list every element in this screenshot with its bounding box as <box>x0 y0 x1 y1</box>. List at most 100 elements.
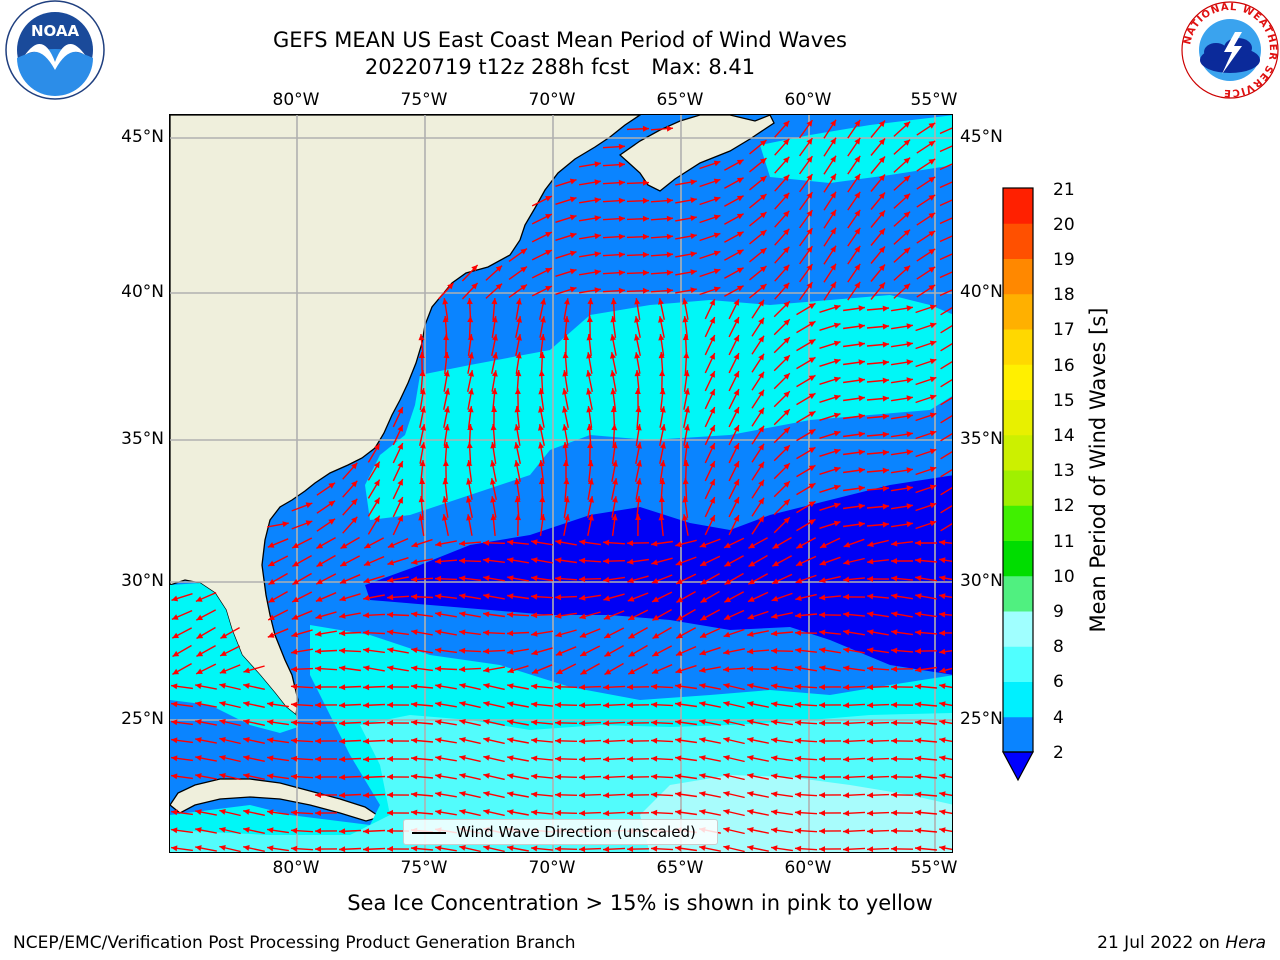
wave-direction-arrowhead <box>195 845 202 851</box>
wave-direction-arrowhead <box>659 370 666 377</box>
wave-direction-arrowhead <box>483 539 490 546</box>
wave-direction-arrowhead <box>854 263 861 271</box>
wave-direction-arrowhead <box>854 227 861 235</box>
wave-direction-arrowhead <box>709 425 715 432</box>
wave-direction-arrowhead <box>579 613 586 620</box>
wave-direction-arrowhead <box>483 593 490 600</box>
wave-direction-arrowhead <box>651 809 658 816</box>
wave-direction-arrowhead <box>267 809 274 816</box>
wave-direction-arrowhead <box>586 370 592 377</box>
wave-direction-arrowhead <box>243 845 250 851</box>
wave-direction-arrowhead <box>483 773 490 779</box>
wave-direction-arrowhead <box>459 683 466 689</box>
wave-direction-arrowhead <box>195 773 202 779</box>
wave-direction-arrowhead <box>795 577 803 584</box>
wave-direction-arrowhead <box>699 649 707 656</box>
wave-direction-arrowhead <box>562 406 568 413</box>
wave-direction-arrowhead <box>618 287 625 294</box>
wave-direction-arrowhead <box>808 393 816 400</box>
wave-direction-arrowhead <box>682 496 689 503</box>
wave-direction-arrowhead <box>760 248 767 255</box>
wave-direction-arrowhead <box>747 845 754 851</box>
wave-direction-arrowhead <box>538 370 545 377</box>
wave-direction-arrowhead <box>586 352 593 359</box>
wave-direction-arrowhead <box>471 265 478 272</box>
wave-direction-arrowhead <box>833 520 841 527</box>
wave-direction-arrowhead <box>540 316 546 323</box>
wave-direction-arrowhead <box>634 334 640 341</box>
wave-direction-arrowhead <box>397 443 403 450</box>
wave-direction-arrowhead <box>713 178 721 185</box>
wave-direction-arrowhead <box>387 755 393 762</box>
wave-direction-arrowhead <box>539 334 546 341</box>
lon-label-bottom: 70°W <box>528 858 576 878</box>
wave-direction-arrowhead <box>435 558 442 565</box>
wave-direction-arrowhead <box>363 560 371 566</box>
wave-direction-arrowhead <box>915 809 922 816</box>
wave-direction-arrowhead <box>315 702 321 708</box>
wave-direction-arrowhead <box>819 647 826 654</box>
wave-direction-arrowhead <box>586 424 593 431</box>
wave-direction-arrowhead <box>699 845 706 851</box>
lat-label-right: 35°N <box>960 429 1003 449</box>
wave-direction-arrowhead <box>928 266 936 273</box>
wave-direction-arrowhead <box>858 323 865 330</box>
wave-direction-arrowhead <box>830 191 836 199</box>
wave-direction-arrowhead <box>796 560 803 566</box>
wave-direction-arrowhead <box>419 478 426 484</box>
wave-direction-arrowhead <box>516 334 522 341</box>
wave-direction-arrowhead <box>747 631 754 637</box>
colorbar-tick: 6 <box>1053 672 1064 692</box>
wave-direction-arrowhead <box>459 557 466 564</box>
wave-direction-arrowhead <box>690 251 697 258</box>
wave-direction-arrowhead <box>515 298 522 305</box>
wave-period-map <box>170 115 952 852</box>
wave-direction-arrowhead <box>418 496 425 503</box>
lon-label-bottom: 80°W <box>272 858 320 878</box>
wave-direction-arrowhead <box>666 287 673 294</box>
wave-direction-arrowhead <box>733 371 739 378</box>
wave-direction-arrowhead <box>387 594 394 601</box>
wave-direction-arrowhead <box>658 352 665 359</box>
wave-direction-arrowhead <box>684 406 690 413</box>
chart-subtitle: 20220719 t12z 288h fcst Max: 8.41 <box>190 54 930 80</box>
wave-direction-arrowhead <box>760 266 767 273</box>
wave-direction-arrowhead <box>915 611 922 618</box>
wave-direction-arrowhead <box>660 424 666 431</box>
wave-direction-arrowhead <box>709 461 715 468</box>
wave-direction-arrowhead <box>363 577 371 584</box>
wave-direction-arrowhead <box>268 578 276 585</box>
colorbar-tick: 12 <box>1053 496 1075 516</box>
wave-direction-arrow <box>940 450 952 460</box>
wave-direction-arrowhead <box>292 596 299 602</box>
wave-direction-arrowhead <box>733 443 739 450</box>
wave-direction-arrowhead <box>806 210 813 217</box>
wave-direction-arrowhead <box>806 282 813 289</box>
wave-direction-arrowhead <box>929 322 937 329</box>
wave-direction-arrowhead <box>733 461 739 468</box>
wave-direction-arrowhead <box>675 755 682 762</box>
lon-label-top: 75°W <box>400 90 448 110</box>
wave-direction-arrowhead <box>374 443 380 451</box>
wave-direction-arrowhead <box>490 478 496 485</box>
wave-direction-arrowhead <box>808 357 816 364</box>
wave-direction-arrowhead <box>658 298 664 305</box>
wave-direction-arrowhead <box>903 283 911 290</box>
wave-direction-arrowhead <box>783 337 790 344</box>
wave-direction-arrowhead <box>291 737 298 744</box>
wave-direction-arrowhead <box>683 370 690 377</box>
wave-direction-arrowhead <box>364 542 371 549</box>
wave-direction-arrowhead <box>491 406 498 412</box>
wave-direction-arrowhead <box>603 738 610 745</box>
wave-direction-arrowhead <box>858 485 865 492</box>
wave-direction-arrowhead <box>771 630 778 637</box>
wave-direction-arrowhead <box>929 448 937 455</box>
wave-direction-arrowhead <box>709 407 715 414</box>
wave-direction-arrowhead <box>315 756 321 762</box>
legend-label: Wind Wave Direction (unscaled) <box>456 823 696 841</box>
wave-direction-arrowhead <box>603 684 610 691</box>
wave-direction-arrowhead <box>351 516 358 524</box>
wave-direction-arrowhead <box>808 411 816 418</box>
wave-direction-arrowhead <box>634 388 641 394</box>
wave-direction-arrowhead <box>507 683 514 690</box>
